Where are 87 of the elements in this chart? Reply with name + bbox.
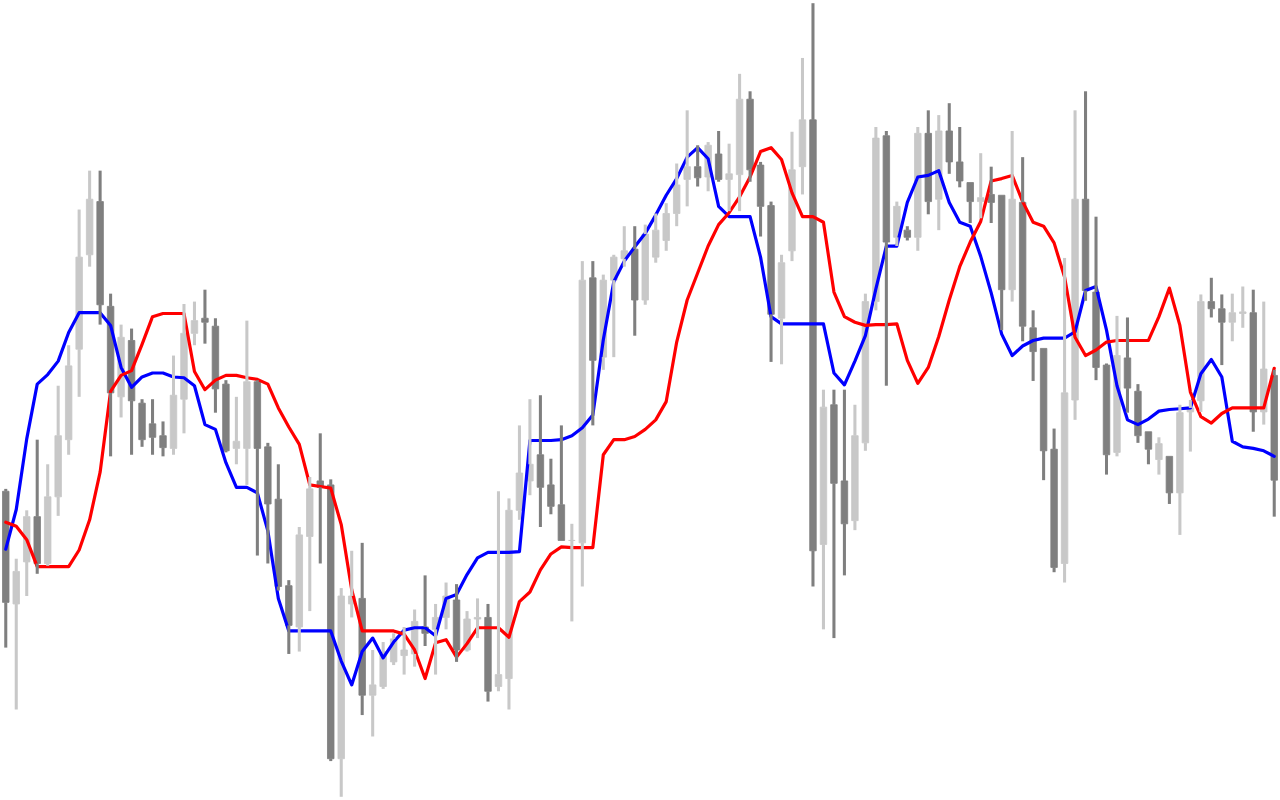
candlestick bbox=[673, 163, 681, 228]
candlestick bbox=[956, 127, 964, 188]
candlestick bbox=[547, 458, 555, 515]
candlestick bbox=[85, 170, 94, 267]
candlestick bbox=[44, 464, 52, 566]
candlestick bbox=[935, 115, 943, 232]
candlestick bbox=[1060, 257, 1069, 583]
candlestick bbox=[830, 389, 838, 640]
candlestick bbox=[243, 320, 251, 485]
candlestick bbox=[641, 224, 649, 305]
candlestick bbox=[840, 389, 849, 576]
candlestick bbox=[819, 389, 828, 630]
candlestick bbox=[924, 110, 932, 215]
candlestick bbox=[400, 626, 408, 675]
candlestick bbox=[987, 166, 995, 224]
candlestick bbox=[693, 145, 702, 187]
candlestick bbox=[1018, 157, 1027, 342]
candlestick bbox=[138, 399, 146, 447]
candlestick bbox=[369, 649, 377, 737]
candlestick bbox=[631, 226, 639, 336]
candlestick bbox=[1050, 428, 1058, 574]
candlestick bbox=[253, 380, 262, 556]
candlestick bbox=[12, 558, 20, 710]
candlestick bbox=[148, 399, 157, 455]
candlestick bbox=[1239, 286, 1247, 328]
candlestick bbox=[494, 491, 503, 692]
candlestick bbox=[725, 143, 733, 213]
candlestick bbox=[473, 598, 482, 639]
candlestick bbox=[54, 385, 62, 516]
candlestick bbox=[1228, 293, 1236, 342]
candlestick bbox=[306, 476, 314, 612]
candlestick bbox=[1092, 216, 1100, 382]
candlestick bbox=[977, 153, 985, 219]
candlestick bbox=[578, 261, 587, 587]
candlestick bbox=[809, 3, 817, 587]
candlestick bbox=[33, 439, 41, 574]
candlestick bbox=[159, 421, 167, 457]
candlestick bbox=[851, 404, 859, 532]
candlestick bbox=[505, 498, 513, 710]
candlestick bbox=[756, 160, 765, 237]
candlestick bbox=[1134, 384, 1142, 443]
candlestick bbox=[1081, 91, 1090, 301]
candlestick bbox=[788, 131, 796, 263]
candlestick bbox=[274, 464, 282, 591]
candlestick bbox=[714, 130, 723, 182]
candlestick bbox=[767, 201, 775, 362]
candlestick bbox=[914, 127, 922, 251]
candlestick bbox=[861, 293, 870, 451]
candlestick bbox=[798, 57, 807, 195]
candlestick bbox=[65, 345, 73, 455]
candlestick bbox=[211, 318, 220, 413]
candlestick bbox=[903, 226, 911, 241]
candlestick bbox=[1176, 404, 1184, 535]
candlestick bbox=[882, 130, 891, 386]
candlestick bbox=[945, 103, 953, 174]
candlestick bbox=[746, 91, 754, 182]
candlestick bbox=[1218, 294, 1226, 367]
candlestick bbox=[201, 289, 209, 344]
candlestick bbox=[180, 303, 188, 434]
candlestick bbox=[75, 209, 83, 397]
candlestick bbox=[1197, 294, 1205, 412]
candlestick bbox=[1260, 301, 1268, 425]
candlestick bbox=[285, 580, 293, 654]
candlestick bbox=[232, 395, 241, 465]
candlestick bbox=[169, 355, 178, 455]
candlestick bbox=[735, 72, 744, 213]
candlestick bbox=[777, 253, 786, 365]
candlestick bbox=[337, 588, 345, 797]
candlestick bbox=[1123, 317, 1132, 413]
candlestick bbox=[1071, 110, 1079, 420]
candlestick bbox=[536, 395, 545, 527]
candlestick bbox=[515, 425, 524, 520]
candlestick bbox=[190, 301, 199, 346]
candlestick bbox=[662, 203, 670, 251]
candlestick bbox=[652, 213, 660, 263]
candlestick bbox=[295, 526, 303, 652]
candlestick bbox=[1249, 289, 1257, 432]
candlestick bbox=[452, 584, 461, 662]
candlestick bbox=[589, 261, 597, 426]
candlestick bbox=[264, 441, 272, 564]
candlestick bbox=[683, 110, 691, 207]
candlestick bbox=[96, 170, 104, 325]
candlestick bbox=[1029, 310, 1037, 381]
candlestick bbox=[484, 602, 492, 702]
candlestick bbox=[1155, 437, 1163, 475]
candlestick bbox=[1008, 130, 1016, 302]
candlestick bbox=[1102, 363, 1111, 475]
